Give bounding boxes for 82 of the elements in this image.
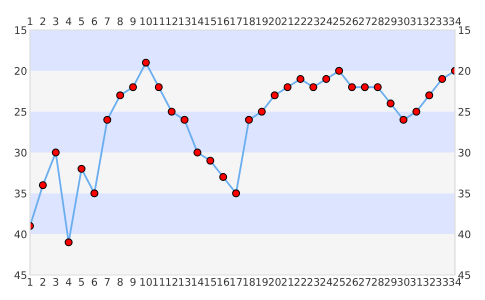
x-tick-label: 16 <box>218 278 230 286</box>
x2-tick-label: 25 <box>333 17 345 26</box>
x2-tick-label: 2 <box>40 17 46 26</box>
x-tick-label: 8 <box>118 278 123 286</box>
x-tick-label: 21 <box>282 278 294 286</box>
x-tick-label: 7 <box>104 278 110 286</box>
x2-tick-label: 28 <box>372 17 384 26</box>
x2-tick-label: 19 <box>256 17 268 26</box>
x2-tick-label: 14 <box>192 17 204 26</box>
x2-tick-label: 15 <box>204 17 216 26</box>
x-tick-label: 24 <box>320 278 332 286</box>
x2-tick-label: 21 <box>282 17 294 26</box>
x-tick-label: 20 <box>268 278 281 286</box>
x-tick-label: 2 <box>40 278 46 286</box>
x-tick-label: 9 <box>130 278 136 286</box>
x-tick-label: 26 <box>346 278 358 286</box>
x2-tick-label: 5 <box>79 17 84 26</box>
x-tick-label: 19 <box>256 278 268 286</box>
x2-tick-label: 22 <box>294 17 306 26</box>
x2-tick-label: 13 <box>179 17 190 26</box>
x-tick-label: 28 <box>372 278 384 286</box>
x-tick-label: 1 <box>28 278 32 286</box>
y-tick-label: 15 <box>15 26 26 34</box>
x2-tick-label: 12 <box>166 17 178 26</box>
y-tick-label: 30 <box>14 148 27 157</box>
x-tick-label: 32 <box>423 278 435 286</box>
x-tick-label: 22 <box>294 278 306 286</box>
x2-tick-label: 29 <box>384 17 396 26</box>
x2-tick-label: 26 <box>346 17 358 26</box>
x2-tick-label: 33 <box>436 17 448 26</box>
x2-tick-label: 20 <box>268 17 281 26</box>
x2-tick-label: 4 <box>66 17 72 26</box>
x-tick-label: 25 <box>333 278 345 286</box>
x-tick-label: 31 <box>410 278 422 286</box>
x2-tick-label: 11 <box>153 17 164 26</box>
x-tick-label: 15 <box>204 278 216 286</box>
y-tick-label: 25 <box>14 108 26 116</box>
x-tick-label: 18 <box>243 278 255 286</box>
x-tick-label: 29 <box>384 278 396 286</box>
x-tick-label: 4 <box>66 278 72 286</box>
x2-tick-label: 7 <box>104 17 110 26</box>
x-tick-label: 14 <box>192 278 204 286</box>
x2-tick-label: 8 <box>118 17 123 26</box>
x2-tick-label: 31 <box>410 17 422 26</box>
y2-tick-label: 15 <box>458 26 470 34</box>
y-tick-label: 40 <box>14 230 27 238</box>
y-tick-label: 35 <box>14 190 26 198</box>
y2-tick-label: 30 <box>458 148 470 157</box>
y2-tick-label: 35 <box>458 190 470 198</box>
x-tick-label: 11 <box>153 278 164 286</box>
x2-tick-label: 34 <box>449 17 462 26</box>
x-tick-label: 33 <box>436 278 448 286</box>
x2-tick-label: 24 <box>320 17 332 26</box>
x-tick-label: 23 <box>307 278 320 286</box>
x-tick-label: 30 <box>398 278 410 286</box>
x2-tick-label: 32 <box>423 17 435 26</box>
x2-tick-label: 9 <box>130 17 136 26</box>
x2-tick-label: 18 <box>243 17 255 26</box>
x2-tick-label: 30 <box>398 17 410 26</box>
x-tick-label: 17 <box>230 278 242 286</box>
x-tick-label: 34 <box>449 278 462 286</box>
x2-tick-label: 10 <box>140 17 152 26</box>
x2-tick-label: 6 <box>92 17 98 26</box>
x2-tick-label: 23 <box>307 17 320 26</box>
x2-tick-label: 17 <box>230 17 242 26</box>
y2-tick-label: 25 <box>458 108 470 116</box>
y2-tick-label: 45 <box>458 271 470 280</box>
y-tick-label: 45 <box>14 271 26 280</box>
y2-tick-label: 20 <box>458 67 470 75</box>
x-tick-label: 13 <box>179 278 190 286</box>
y2-tick-label: 40 <box>458 230 470 238</box>
y-tick-label: 20 <box>14 67 27 75</box>
x2-tick-label: 16 <box>218 17 230 26</box>
x2-tick-label: 27 <box>358 17 371 26</box>
x-tick-label: 5 <box>79 278 84 286</box>
x-tick-label: 27 <box>358 278 371 286</box>
x-tick-label: 6 <box>92 278 98 286</box>
x-tick-label: 12 <box>166 278 178 286</box>
x2-tick-label: 3 <box>53 17 58 26</box>
x-tick-label: 10 <box>140 278 152 286</box>
x-tick-label: 3 <box>53 278 58 286</box>
x2-tick-label: 1 <box>28 17 32 26</box>
